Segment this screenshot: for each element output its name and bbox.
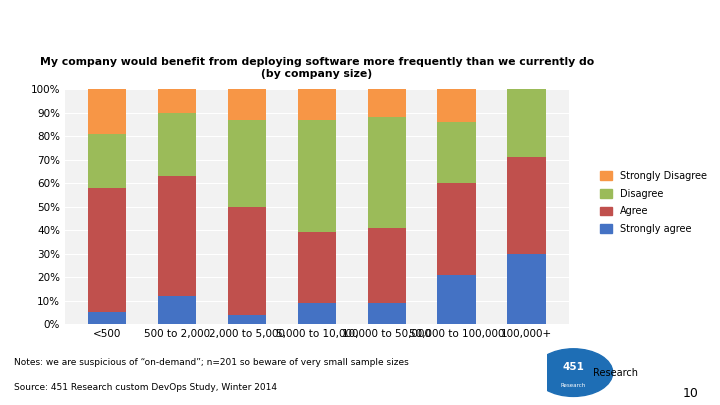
Bar [438,183,476,275]
Bar [88,134,126,188]
Bar [158,176,196,296]
Text: Notes: we are suspicious of “on-demand”; n=201 so beware of very small sample si: Notes: we are suspicious of “on-demand”;… [14,358,409,367]
Bar [438,275,476,324]
Bar [228,89,266,119]
Bar [88,312,126,324]
Text: 451: 451 [562,362,585,372]
Bar [367,117,406,228]
Bar [508,254,546,324]
Bar [367,228,406,303]
Text: Source: 451 Research custom DevOps Study, Winter 2014: Source: 451 Research custom DevOps Study… [14,383,277,392]
Text: Barbell demand for increasing frequently: small and very large companies would: Barbell demand for increasing frequently… [14,20,622,33]
Text: like to be better: like to be better [14,47,135,60]
Bar [88,188,126,312]
Bar [297,119,336,232]
Bar [158,113,196,176]
Bar [88,89,126,134]
Bar [297,89,336,119]
Bar [228,207,266,315]
Text: 10: 10 [683,387,698,400]
Bar [297,232,336,303]
Bar [297,303,336,324]
Bar [158,89,196,113]
Legend: Strongly Disagree, Disagree, Agree, Strongly agree: Strongly Disagree, Disagree, Agree, Stro… [595,166,711,239]
Text: My company would benefit from deploying software more frequently than we current: My company would benefit from deploying … [40,58,594,79]
Bar [438,89,476,122]
Circle shape [534,349,613,396]
Bar [228,119,266,207]
Text: Research: Research [593,368,638,377]
Bar [367,303,406,324]
Bar [228,315,266,324]
Bar [367,89,406,117]
Text: Research: Research [561,383,586,388]
Bar [508,157,546,254]
Bar [438,122,476,183]
Bar [158,296,196,324]
Bar [508,89,546,157]
